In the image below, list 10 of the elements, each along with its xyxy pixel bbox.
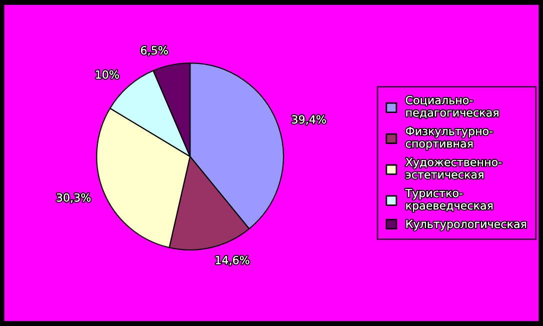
legend-label: Туристко-краеведческая — [405, 188, 493, 212]
data-label: 30,3% — [56, 193, 91, 203]
legend-label: Физкультурно-спортивная — [406, 126, 493, 150]
data-label: 10% — [96, 70, 119, 79]
data-label: 39,4% — [292, 115, 326, 125]
legend-label: Культурологическая — [406, 220, 526, 230]
legend-label: Художественно-эстетическая — [406, 158, 502, 179]
data-label: 6,5% — [140, 46, 168, 56]
legend-label: Социально-педагогическая — [406, 96, 498, 118]
data-label: 14,6% — [216, 256, 250, 266]
